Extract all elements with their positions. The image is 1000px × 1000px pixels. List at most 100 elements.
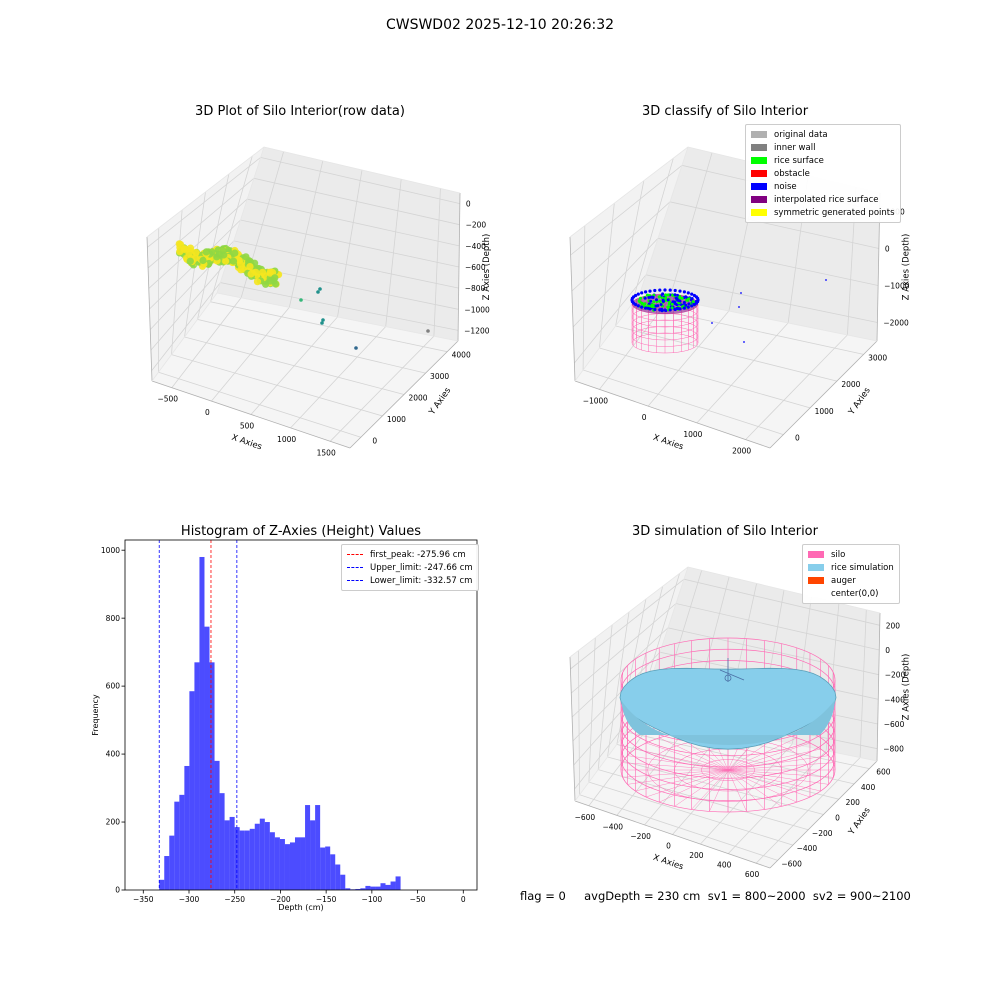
raw-outlier-point — [299, 298, 303, 302]
histogram-bar — [284, 844, 290, 890]
panel2-box-edge — [574, 380, 771, 449]
noise-point — [690, 292, 694, 296]
histogram-bar — [214, 760, 220, 890]
legend-line — [347, 554, 363, 555]
surface-point — [651, 296, 655, 299]
panel4-ytick-label: −600 — [781, 859, 802, 868]
noise-point — [644, 290, 648, 294]
noise-point — [653, 288, 657, 293]
noise-point — [653, 307, 657, 312]
histogram-bar — [174, 801, 180, 890]
surface-point — [661, 292, 665, 296]
raw-data-point — [180, 245, 188, 253]
legend-entry-noise: noise — [751, 180, 895, 193]
panel1-box-edge — [263, 146, 461, 194]
histogram-bar — [340, 874, 346, 890]
noise-point — [673, 307, 677, 312]
noise-point — [634, 293, 638, 298]
noise-point — [743, 341, 745, 343]
panel4-xtick-label: −400 — [602, 822, 623, 831]
panel1-axes: −500 0 500 1000 1500 0 1000 2000 3000 4000 0 −200 −4… — [146, 146, 492, 457]
histogram-bar — [224, 820, 230, 890]
panel4-ylabel: Y Axies — [846, 805, 873, 837]
raw-data-point — [222, 257, 230, 265]
raw-data-point — [271, 274, 279, 282]
surface-point — [664, 296, 668, 300]
histogram-bar — [239, 830, 245, 890]
panel4-box-edge — [876, 612, 881, 762]
panel1-ztick-label: −200 — [466, 221, 487, 230]
noise-point — [686, 305, 690, 309]
histogram-bar — [390, 881, 396, 890]
legend-swatch — [751, 183, 767, 190]
histogram-bar — [355, 888, 361, 890]
raw-data-point — [229, 257, 238, 265]
panel1-ztick-label: −1200 — [464, 326, 490, 335]
panel4-xtick-label: −600 — [575, 813, 596, 822]
x-tick-label: −150 — [316, 895, 337, 904]
histogram-bar — [335, 864, 341, 890]
surface-point — [673, 302, 677, 306]
raw-data-point — [253, 278, 262, 286]
panel1-xtick-label: 500 — [240, 422, 255, 431]
y-tick-label: 400 — [106, 750, 121, 759]
surface-point — [671, 293, 675, 297]
surface-point — [658, 295, 662, 299]
classified-points — [630, 279, 827, 343]
histogram-bar — [169, 835, 175, 890]
raw-outlier-point — [354, 346, 358, 350]
surface-point — [639, 296, 642, 300]
panel2-ytick-label: 0 — [795, 434, 800, 443]
legend-swatch — [751, 144, 767, 151]
panel1-xlabel: X Axies — [230, 433, 263, 453]
noise-point — [668, 308, 672, 312]
simulation-legend: silo rice simulation auger center(0,0) — [802, 544, 900, 604]
histogram-bar — [294, 837, 301, 890]
rice-simulation-surface — [619, 667, 837, 750]
legend-entry-inner-wall: inner wall — [751, 141, 895, 154]
panel1-box-edge — [151, 292, 218, 382]
panel1-ytick-label: 4000 — [452, 351, 471, 360]
legend-entry-first-peak: first_peak: -275.96 cm — [347, 548, 473, 561]
center-marker — [724, 674, 732, 682]
histogram-bar — [345, 888, 351, 890]
surface-point — [640, 302, 644, 306]
histogram-bar — [159, 879, 165, 890]
surface-point — [673, 293, 677, 297]
histogram-bar — [229, 816, 235, 890]
panel2-ztick-label: 0 — [885, 245, 890, 254]
histogram-bar — [380, 883, 386, 890]
panel4-ztick-label: −600 — [884, 720, 905, 729]
raw-data-point — [192, 249, 200, 257]
surface-point — [652, 300, 656, 304]
panel2-xtick-label: 0 — [642, 413, 647, 422]
histogram-bar — [204, 626, 210, 890]
raw-data-point — [236, 260, 245, 268]
panel1-ztick-label: 0 — [466, 200, 471, 209]
panel4-box-edge — [569, 656, 576, 802]
legend-entry-silo: silo — [808, 548, 894, 561]
legend-entry-obstacle: obstacle — [751, 167, 895, 180]
histogram-bar — [310, 820, 316, 890]
histogram-bar — [179, 794, 185, 890]
legend-entry-symmetric: symmetric generated points — [751, 206, 895, 219]
histogram-bar — [325, 846, 331, 890]
surface-point — [676, 293, 679, 297]
x-tick-label: −250 — [224, 895, 245, 904]
noise-point — [678, 307, 682, 311]
panel2-box-edge — [769, 340, 878, 449]
panel4-box-edge — [569, 566, 689, 658]
panel2-zlabel: Z Axies (Depth) — [902, 234, 912, 301]
histogram-frame — [124, 539, 478, 891]
legend-swatch — [751, 131, 767, 138]
legend-entry-upper-limit: Upper_limit: -247.66 cm — [347, 561, 473, 574]
histogram-axes: −350 −300 −250 −200 −150 −100 −50 0 0 200 400 600 80… — [91, 539, 478, 912]
panel4-ytick-label: 0 — [835, 814, 840, 823]
noise-point — [682, 290, 687, 294]
legend-swatch — [751, 196, 767, 203]
histogram-bar — [279, 839, 285, 890]
x-tick-label: −300 — [179, 895, 200, 904]
legend-line — [347, 567, 363, 568]
surface-point — [659, 303, 663, 306]
histogram-bar — [164, 856, 170, 890]
